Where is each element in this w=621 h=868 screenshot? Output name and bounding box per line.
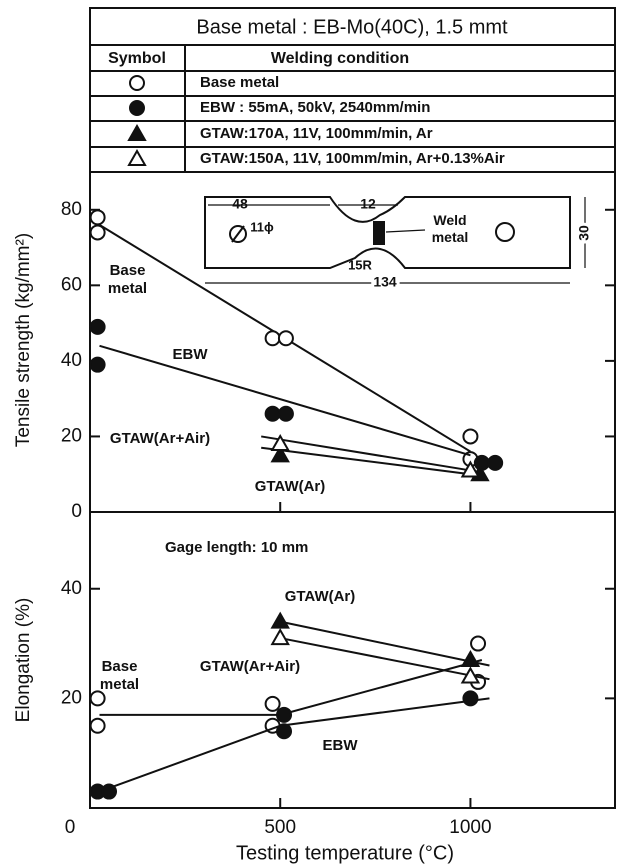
legend-marker xyxy=(129,100,145,116)
y-tick-label: 40 xyxy=(61,578,82,599)
data-point xyxy=(276,706,293,723)
hole-symbol xyxy=(229,225,247,243)
fit-line xyxy=(280,637,490,681)
inset-label: 12 xyxy=(360,196,376,212)
legend-header: Welding condition xyxy=(271,50,409,67)
data-point xyxy=(270,445,290,463)
data-point xyxy=(470,635,487,652)
specimen-inset xyxy=(204,196,586,284)
data-point xyxy=(89,318,106,335)
data-point xyxy=(277,405,294,422)
series-label: GTAW(Ar) xyxy=(254,478,326,495)
data-point xyxy=(89,209,106,226)
data-point xyxy=(487,454,504,471)
fit-line xyxy=(280,620,490,667)
series-label: EBW xyxy=(172,346,208,363)
data-point xyxy=(89,690,106,707)
legend-marker xyxy=(127,123,147,141)
data-point xyxy=(462,690,479,707)
leader xyxy=(385,229,426,233)
data-point xyxy=(460,649,481,667)
series-label-box: GTAW(Ar+Air) xyxy=(199,658,301,675)
data-point xyxy=(270,628,290,646)
x-tick-label: 1000 xyxy=(449,817,491,838)
series-label: GTAW(Ar) xyxy=(284,588,356,605)
hole-slash xyxy=(231,225,245,243)
series-label-box: EBW xyxy=(172,346,208,363)
legend-marker xyxy=(129,75,145,91)
inset-label-box: Weld metal xyxy=(431,212,469,245)
data-point xyxy=(264,695,281,712)
data-point xyxy=(101,783,118,800)
data-point xyxy=(460,460,481,478)
inset-label: 30 xyxy=(576,225,592,241)
fit-line xyxy=(261,446,471,476)
x-axis-label: Testing temperature (°C) xyxy=(236,842,454,864)
x-tick-label: 500 xyxy=(264,817,296,838)
y-tick-label: 20 xyxy=(61,687,82,708)
inset-label: 134 xyxy=(373,274,397,290)
series-label-box: GTAW(Ar+Air) xyxy=(109,430,211,447)
weld-zone xyxy=(373,221,385,245)
legend-label: EBW : 55mA, 50kV, 2540mm/min xyxy=(200,99,430,116)
data-point xyxy=(276,723,293,740)
inset-label: Weld metal xyxy=(431,212,469,245)
data-point xyxy=(270,433,290,451)
series-label: EBW xyxy=(322,737,358,754)
data-point xyxy=(462,428,479,445)
series-label: GTAW(Ar+Air) xyxy=(109,430,211,447)
fit-line xyxy=(261,435,471,472)
y-tick-label: 20 xyxy=(61,425,82,446)
series-label-box: EBW xyxy=(322,737,358,754)
y-tick-label: 40 xyxy=(61,350,82,371)
series-label-box: GTAW(Ar) xyxy=(284,588,356,605)
fit-line xyxy=(99,344,471,457)
data-point xyxy=(264,405,281,422)
data-point xyxy=(277,330,294,347)
legend-title: Base metal : EB-Mo(40C), 1.5 mmt xyxy=(196,16,508,38)
inset-label: 48 xyxy=(232,196,248,212)
series-label: Base metal xyxy=(107,262,148,297)
legend-marker xyxy=(127,148,147,166)
legend-header: Symbol xyxy=(108,50,166,67)
specimen-outline xyxy=(204,196,571,269)
series-label: GTAW(Ar+Air) xyxy=(199,658,301,675)
data-point xyxy=(460,666,481,684)
series-label-box: Base metal xyxy=(107,262,148,297)
legend-label: GTAW:150A, 11V, 100mm/min, Ar+0.13%Air xyxy=(200,150,505,167)
data-point xyxy=(264,330,281,347)
annotation: Gage length: 10 mm xyxy=(165,539,308,556)
inset-label: 11ϕ xyxy=(250,219,274,234)
legend-label: GTAW:170A, 11V, 100mm/min, Ar xyxy=(200,125,433,142)
plot-frame xyxy=(89,171,616,809)
specimen-symbol xyxy=(495,222,515,242)
data-point xyxy=(89,717,106,734)
y-tick-label: 80 xyxy=(61,199,82,220)
data-point xyxy=(89,224,106,241)
y-tick-label: 60 xyxy=(61,274,82,295)
fit-line xyxy=(99,697,490,793)
data-point xyxy=(270,611,290,629)
y-axis-label: Elongation (%) xyxy=(13,598,34,723)
series-label-box: GTAW(Ar) xyxy=(254,478,326,495)
data-point xyxy=(89,356,106,373)
inset-label: 15R xyxy=(348,257,372,272)
series-label: Base metal xyxy=(99,658,140,693)
y-tick-label: 0 xyxy=(71,501,82,522)
x-tick-label: 0 xyxy=(65,817,76,838)
legend-label: Base metal xyxy=(200,74,279,91)
series-label-box: Base metal xyxy=(99,658,140,693)
y-axis-label: Tensile strength (kg/mm²) xyxy=(13,233,34,447)
